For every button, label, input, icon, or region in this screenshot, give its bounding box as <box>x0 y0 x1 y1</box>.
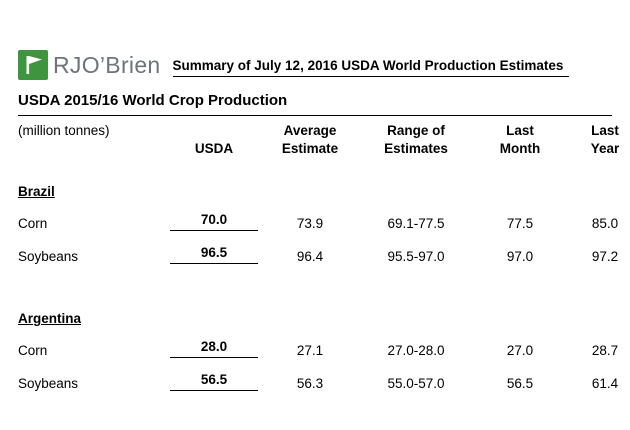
column-header-usda: USDA <box>194 141 234 157</box>
section-row-brazil: Brazil <box>18 168 630 205</box>
crop-label: Corn <box>18 216 48 232</box>
range-value: 27.0-28.0 <box>387 343 445 359</box>
usda-value: 96.5 <box>170 245 258 265</box>
section-row-argentina: Argentina <box>18 271 630 332</box>
range-value: 69.1-77.5 <box>387 216 445 232</box>
report-title: Summary of July 12, 2016 USDA World Prod… <box>172 58 570 77</box>
usda-value: 56.5 <box>170 372 258 392</box>
section-name: Brazil <box>18 184 55 200</box>
table-row: Soybeans 56.5 56.3 55.0-57.0 56.5 61.4 <box>18 365 630 398</box>
logo-text: RJO’Brien <box>53 51 161 78</box>
average-estimate-value: 73.9 <box>296 216 324 232</box>
column-header-average-estimate: Average Estimate <box>281 123 339 157</box>
crop-label: Soybeans <box>18 249 79 265</box>
last-year-value: 97.2 <box>591 249 619 265</box>
column-header-last-year: Last Year <box>590 123 620 157</box>
usda-value: 70.0 <box>170 212 258 232</box>
usda-value: 28.0 <box>170 339 258 359</box>
section-name: Argentina <box>18 311 82 327</box>
last-year-value: 28.7 <box>591 343 619 359</box>
table-title: USDA 2015/16 World Crop Production <box>18 92 288 109</box>
table-row: Soybeans 96.5 96.4 95.5-97.0 97.0 97.2 <box>18 238 630 271</box>
table-row: Corn 28.0 27.1 27.0-28.0 27.0 28.7 <box>18 332 630 365</box>
column-header-last-month: Last Month <box>499 123 541 157</box>
average-estimate-value: 56.3 <box>296 376 324 392</box>
unit-label: (million tonnes) <box>18 123 110 138</box>
last-year-value: 61.4 <box>591 376 619 392</box>
report-header: RJO’Brien Summary of July 12, 2016 USDA … <box>18 50 612 80</box>
last-year-value: 85.0 <box>591 216 619 232</box>
range-value: 55.0-57.0 <box>387 376 445 392</box>
crop-production-table: (million tonnes) USDA Average Estimate R… <box>18 118 630 398</box>
last-month-value: 77.5 <box>506 216 534 232</box>
column-header-range-of-estimates: Range of Estimates <box>384 123 448 157</box>
rjobrien-flag-icon <box>18 50 48 80</box>
range-value: 95.5-97.0 <box>387 249 445 265</box>
last-month-value: 56.5 <box>506 376 534 392</box>
table-header-row: (million tonnes) USDA Average Estimate R… <box>18 118 630 168</box>
rjobrien-logo: RJO’Brien <box>18 50 161 80</box>
last-month-value: 97.0 <box>506 249 534 265</box>
table-row: Corn 70.0 73.9 69.1-77.5 77.5 85.0 <box>18 205 630 238</box>
last-month-value: 27.0 <box>506 343 534 359</box>
crop-label: Corn <box>18 343 48 359</box>
table-title-divider <box>18 115 612 116</box>
average-estimate-value: 96.4 <box>296 249 324 265</box>
average-estimate-value: 27.1 <box>296 343 324 359</box>
crop-label: Soybeans <box>18 376 79 392</box>
